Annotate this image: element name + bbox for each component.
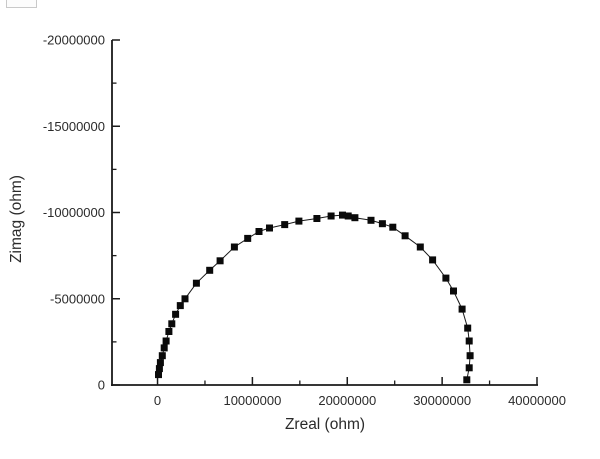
y-tick-label: -20000000 xyxy=(43,33,105,48)
y-tick-label: -15000000 xyxy=(43,119,105,134)
data-point-marker xyxy=(281,221,289,229)
data-point-marker xyxy=(176,302,184,310)
data-point-marker xyxy=(465,337,473,345)
data-point-marker xyxy=(442,274,450,282)
data-point-marker xyxy=(351,214,359,222)
data-point-marker xyxy=(416,243,424,251)
data-point-marker xyxy=(464,324,472,332)
data-point-marker xyxy=(327,212,335,220)
data-point-marker xyxy=(463,376,471,384)
data-point-marker xyxy=(344,212,352,220)
data-point-marker xyxy=(295,217,303,225)
x-tick-label: 20000000 xyxy=(318,393,376,408)
data-point-marker xyxy=(466,352,474,360)
data-point-marker xyxy=(465,364,473,372)
data-point-marker xyxy=(192,279,200,287)
data-point-marker xyxy=(181,295,189,303)
window-corner-artifact xyxy=(6,0,37,8)
y-tick-label: 0 xyxy=(98,378,105,393)
data-point-marker xyxy=(162,337,170,345)
data-point-marker xyxy=(313,215,321,222)
data-point-marker xyxy=(367,216,375,224)
data-point-marker xyxy=(266,224,273,232)
data-point-marker xyxy=(401,232,409,240)
x-tick-label: 30000000 xyxy=(413,393,471,408)
data-point-marker xyxy=(230,243,238,251)
data-point-marker xyxy=(168,320,176,328)
data-point-marker xyxy=(165,328,173,335)
data-point-marker xyxy=(450,287,457,295)
y-axis-title: Zimag (ohm) xyxy=(8,175,25,263)
data-point-marker xyxy=(172,310,180,318)
x-tick-label: 10000000 xyxy=(223,393,281,408)
data-point-marker xyxy=(378,220,386,228)
data-point-marker xyxy=(206,266,214,274)
data-point-marker xyxy=(155,371,162,379)
y-tick-label: -5000000 xyxy=(50,291,105,306)
data-point-marker xyxy=(158,352,166,360)
data-point-marker xyxy=(156,359,164,367)
series-line xyxy=(158,214,471,380)
data-point-marker xyxy=(458,305,466,313)
data-point-marker xyxy=(429,256,437,264)
data-point-marker xyxy=(244,234,252,242)
data-point-marker xyxy=(160,344,168,352)
x-tick-label: 0 xyxy=(154,393,161,408)
x-tick-label: 40000000 xyxy=(508,393,566,408)
data-point-marker xyxy=(216,257,224,265)
data-point-marker xyxy=(389,223,397,231)
x-axis-title: Zreal (ohm) xyxy=(285,416,365,433)
data-point-marker xyxy=(155,365,163,373)
y-tick-label: -10000000 xyxy=(43,205,105,220)
data-point-marker xyxy=(255,228,263,235)
data-point-marker xyxy=(339,211,346,219)
